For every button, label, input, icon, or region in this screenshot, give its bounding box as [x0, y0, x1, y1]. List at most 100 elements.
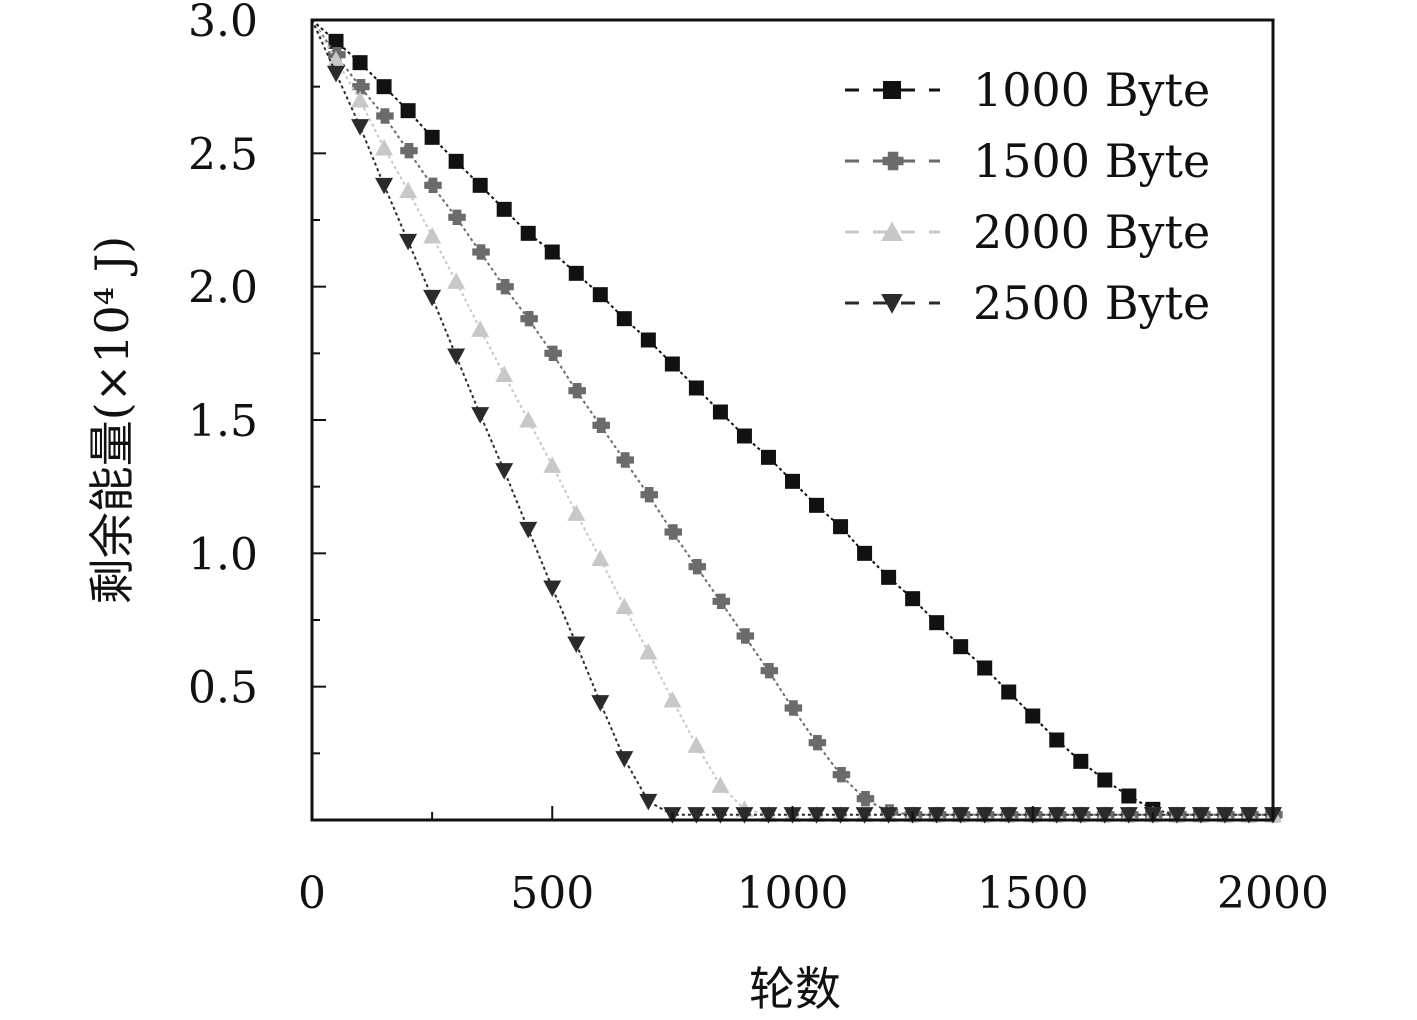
data-point — [784, 700, 803, 716]
legend: 1000 Byte 1500 Byte 2000 Byte 2500 Byte — [845, 63, 1210, 330]
data-point — [929, 615, 945, 631]
data-point — [688, 380, 704, 396]
legend-label: 2000 Byte — [973, 205, 1210, 259]
data-point — [495, 463, 514, 480]
data-point — [855, 807, 874, 824]
legend-marker — [883, 81, 901, 99]
legend-label: 1000 Byte — [973, 63, 1210, 117]
data-point — [688, 558, 707, 575]
data-point — [591, 695, 610, 712]
legend-label: 2500 Byte — [973, 276, 1210, 330]
data-point — [953, 639, 969, 655]
x-tick-label: 1500 — [977, 868, 1089, 919]
data-point — [1049, 732, 1065, 748]
data-point — [809, 497, 825, 513]
x-tick-label: 2000 — [1217, 868, 1329, 919]
data-point — [712, 593, 731, 610]
data-point — [615, 597, 634, 615]
y-tick-label: 2.0 — [188, 263, 258, 314]
data-point — [759, 807, 778, 824]
data-point — [495, 365, 514, 383]
data-point — [424, 129, 440, 145]
data-point — [472, 177, 488, 193]
legend-item: 2000 Byte — [845, 205, 1210, 259]
data-point — [447, 272, 466, 289]
legend-marker — [881, 294, 903, 314]
data-point — [712, 404, 728, 420]
legend-item: 2500 Byte — [845, 276, 1210, 330]
data-point — [664, 356, 680, 372]
data-point — [711, 807, 730, 824]
y-tick-label: 2.5 — [188, 129, 258, 180]
data-point — [543, 580, 562, 597]
data-point — [423, 227, 442, 244]
data-point — [616, 311, 632, 327]
data-point — [735, 807, 754, 824]
x-tick-label: 1000 — [737, 868, 849, 919]
data-point — [807, 807, 826, 824]
data-point — [568, 382, 586, 399]
data-point — [1025, 708, 1041, 724]
legend-label: 1500 Byte — [973, 134, 1210, 188]
data-point — [640, 332, 656, 348]
y-tick-label: 3.0 — [188, 0, 258, 47]
data-point — [905, 591, 921, 607]
data-point — [448, 153, 464, 169]
data-point — [639, 643, 658, 660]
data-point — [520, 225, 536, 241]
data-point — [1047, 807, 1066, 824]
data-point — [615, 751, 634, 768]
data-point — [376, 79, 392, 95]
data-point — [927, 807, 946, 824]
data-point — [857, 545, 873, 561]
data-point — [543, 456, 562, 473]
data-point — [424, 177, 442, 194]
data-point — [687, 807, 706, 824]
data-point — [1119, 807, 1138, 824]
data-point — [785, 473, 800, 489]
data-point — [951, 807, 970, 824]
data-point — [760, 449, 776, 465]
data-point — [687, 736, 706, 753]
data-point — [1167, 807, 1186, 824]
data-point — [592, 287, 608, 303]
data-point — [977, 660, 993, 676]
data-point — [639, 793, 658, 811]
data-point — [999, 807, 1018, 824]
data-point — [471, 407, 490, 424]
data-point — [832, 766, 851, 783]
y-axis-title: 剩余能量(×10⁴ J) — [85, 236, 139, 604]
data-point — [423, 289, 442, 307]
data-point — [400, 142, 418, 159]
data-point — [1097, 772, 1113, 788]
legend-item: 1000 Byte — [845, 63, 1210, 117]
data-point — [711, 776, 730, 793]
data-point — [544, 244, 560, 260]
data-point — [1191, 807, 1210, 824]
data-point — [519, 411, 538, 428]
y-tick-label: 0.5 — [188, 663, 258, 714]
data-point — [1071, 807, 1090, 824]
data-point — [496, 278, 514, 295]
data-point — [1239, 807, 1258, 824]
data-point — [351, 119, 370, 136]
data-point — [399, 181, 418, 199]
data-point — [567, 636, 586, 653]
data-point — [376, 108, 394, 124]
legend-item: 1500 Byte — [845, 134, 1210, 188]
x-axis-title: 轮数 — [749, 962, 841, 1016]
data-point — [1095, 807, 1114, 824]
data-point — [447, 348, 466, 365]
data-point — [399, 233, 418, 251]
y-tick-label: 1.0 — [188, 529, 258, 580]
data-point — [448, 209, 466, 226]
data-point — [833, 519, 849, 535]
data-point — [760, 662, 779, 679]
data-point — [663, 691, 682, 708]
data-point — [856, 790, 875, 807]
legend-marker — [881, 221, 903, 241]
data-point — [472, 244, 490, 260]
data-point — [831, 807, 850, 824]
data-point — [736, 428, 752, 444]
